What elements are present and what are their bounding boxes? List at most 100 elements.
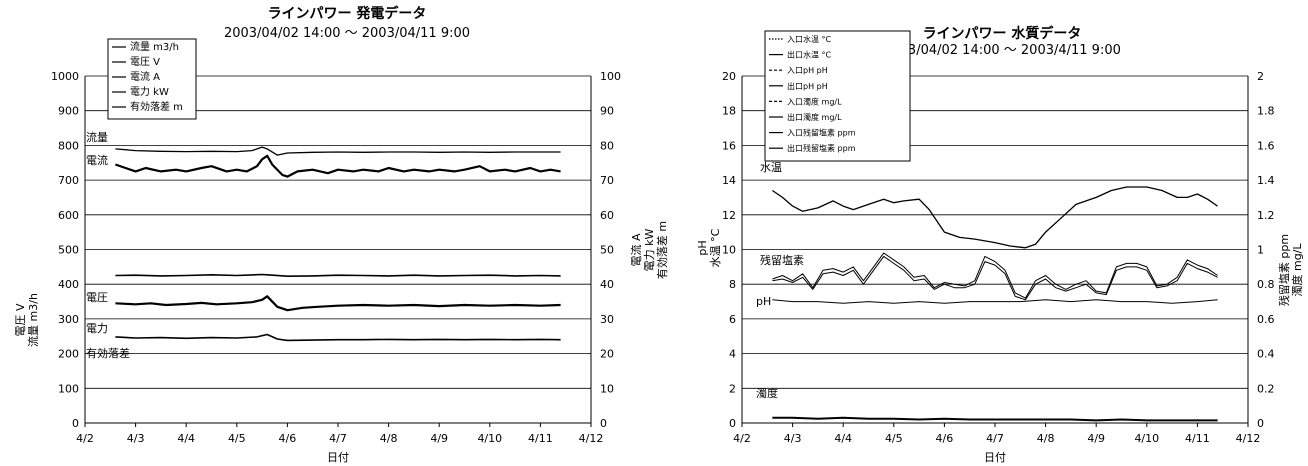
y-tick-label-left: 800 (58, 139, 79, 152)
y-tick-label-left: 600 (58, 209, 79, 222)
y-tick-label-left: 6 (729, 313, 736, 326)
series-line (115, 154, 561, 178)
series-line (772, 416, 1218, 422)
x-axis-label: 日付 (327, 451, 349, 464)
x-tick-label: 4/8 (1037, 432, 1055, 445)
y-tick-label-right: 10 (600, 382, 614, 395)
y-axis-label-left-2: 水温 °C (709, 228, 722, 267)
legend-label: 電流 A (130, 70, 160, 83)
y-tick-label-left: 16 (722, 139, 736, 152)
x-tick-label: 4/4 (177, 432, 195, 445)
y-axis-label-right-3: 有効落差 m (655, 221, 669, 279)
x-tick-label: 4/5 (228, 432, 246, 445)
x-tick-label: 4/11 (528, 432, 553, 445)
y-tick-label-right: 1.8 (1257, 105, 1275, 118)
y-tick-label-left: 18 (722, 105, 736, 118)
y-tick-label-left: 700 (58, 174, 79, 187)
y-axis-label-right-2: 電力 kW (643, 229, 656, 272)
y-tick-label-left: 300 (58, 313, 79, 326)
series-annotation: 流量 (86, 130, 108, 144)
chart-subtitle: 2003/04/02 14:00 ～ 2003/04/11 9:00 (224, 26, 470, 41)
x-tick-label: 4/12 (579, 432, 604, 445)
y-tick-label-right: 90 (600, 105, 614, 118)
x-tick-label: 4/12 (1236, 432, 1261, 445)
x-tick-label: 4/10 (1134, 432, 1159, 445)
chart-subtitle: 2003/04/02 14:00 ～ 2003/4/11 9:00 (883, 43, 1121, 58)
x-tick-label: 4/3 (784, 432, 802, 445)
legend-box (107, 38, 197, 120)
legend-label: 電圧 V (130, 56, 160, 68)
legend-label: 入口水温 °C (787, 34, 832, 44)
series-line (772, 186, 1218, 249)
y-axis-label-right-2: 濁度 mg/L (1290, 243, 1304, 297)
series-annotation: 電力 (86, 322, 108, 335)
series-annotation: 有効落差 (86, 346, 130, 360)
y-tick-label-right: 2 (1257, 70, 1264, 83)
legend-label: 出口水温 °C (787, 50, 832, 60)
y-axis-label-left-1: pH (696, 240, 709, 255)
y-tick-label-left: 12 (722, 209, 736, 222)
y-axis-label-right-1: 電流 A (629, 233, 643, 266)
x-tick-label: 4/9 (430, 432, 448, 445)
legend-label: 入口残留塩素 ppm (787, 128, 856, 138)
y-tick-label-left: 1000 (51, 70, 79, 83)
legend-label: 有効落差 m (130, 100, 183, 113)
y-tick-label-right: 60 (600, 209, 614, 222)
legend-label: 出口pH pH (787, 81, 828, 91)
y-tick-label-right: 40 (600, 278, 614, 291)
y-tick-label-right: 0 (1257, 417, 1264, 430)
x-tick-label: 4/10 (477, 432, 502, 445)
y-tick-label-right: 50 (600, 244, 614, 257)
y-tick-label-right: 100 (600, 70, 621, 83)
y-tick-label-left: 4 (729, 348, 736, 361)
x-tick-label: 4/8 (380, 432, 398, 445)
x-tick-label: 4/2 (733, 432, 751, 445)
x-tick-label: 4/7 (986, 432, 1004, 445)
series-annotation: 電圧 (86, 291, 108, 304)
series-line (115, 295, 561, 312)
y-tick-label-left: 0 (729, 417, 736, 430)
x-tick-label: 4/4 (834, 432, 852, 445)
legend-label: 流量 m3/h (130, 40, 179, 53)
y-axis-label-left-1: 電圧 V (14, 303, 27, 336)
series-line (115, 273, 561, 278)
generation-chart: ラインパワー 発電データ 2003/04/02 14:00 ～ 2003/04/… (14, 5, 669, 464)
series-annotation: 電流 (86, 153, 108, 167)
y-tick-label-right: 70 (600, 174, 614, 187)
x-tick-label: 4/11 (1185, 432, 1210, 445)
y-tick-label-right: 0.8 (1257, 278, 1275, 291)
y-tick-label-right: 0.2 (1257, 382, 1275, 395)
y-tick-label-left: 2 (729, 382, 736, 395)
series-line (772, 252, 1218, 299)
y-tick-label-left: 500 (58, 244, 79, 257)
series-annotation: pH (756, 295, 771, 308)
legend-label: 出口残留塩素 ppm (787, 143, 856, 153)
x-tick-label: 4/6 (936, 432, 954, 445)
y-tick-label-right: 0.4 (1257, 348, 1275, 361)
y-tick-label-left: 200 (58, 348, 79, 361)
y-tick-label-left: 14 (722, 174, 736, 187)
x-tick-label: 4/9 (1087, 432, 1105, 445)
water-quality-chart: ラインパワー 水質データ 2003/04/02 14:00 ～ 2003/4/1… (696, 25, 1304, 464)
series-annotation: 残留塩素 (760, 253, 804, 267)
series-line (772, 299, 1218, 304)
y-tick-label-left: 20 (722, 70, 736, 83)
y-tick-label-right: 30 (600, 313, 614, 326)
y-tick-label-right: 1.6 (1257, 139, 1275, 152)
y-tick-label-left: 400 (58, 278, 79, 291)
legend-box (764, 30, 911, 162)
x-tick-label: 4/6 (279, 432, 297, 445)
x-tick-label: 4/3 (127, 432, 145, 445)
y-tick-label-left: 900 (58, 105, 79, 118)
y-tick-label-right: 0.6 (1257, 313, 1275, 326)
chart-title: ラインパワー 水質データ (923, 25, 1082, 42)
series-annotation: 水温 (760, 161, 782, 174)
legend-label: 入口pH pH (787, 66, 828, 75)
legend-label: 電力 kW (130, 85, 169, 98)
y-axis-label-right-1: 残留塩素 ppm (1277, 234, 1291, 306)
legend-label: 出口濁度 mg/L (787, 112, 842, 122)
series-annotation: 濁度 (756, 386, 778, 400)
y-tick-label-left: 100 (58, 382, 79, 395)
y-tick-label-left: 10 (722, 244, 736, 257)
